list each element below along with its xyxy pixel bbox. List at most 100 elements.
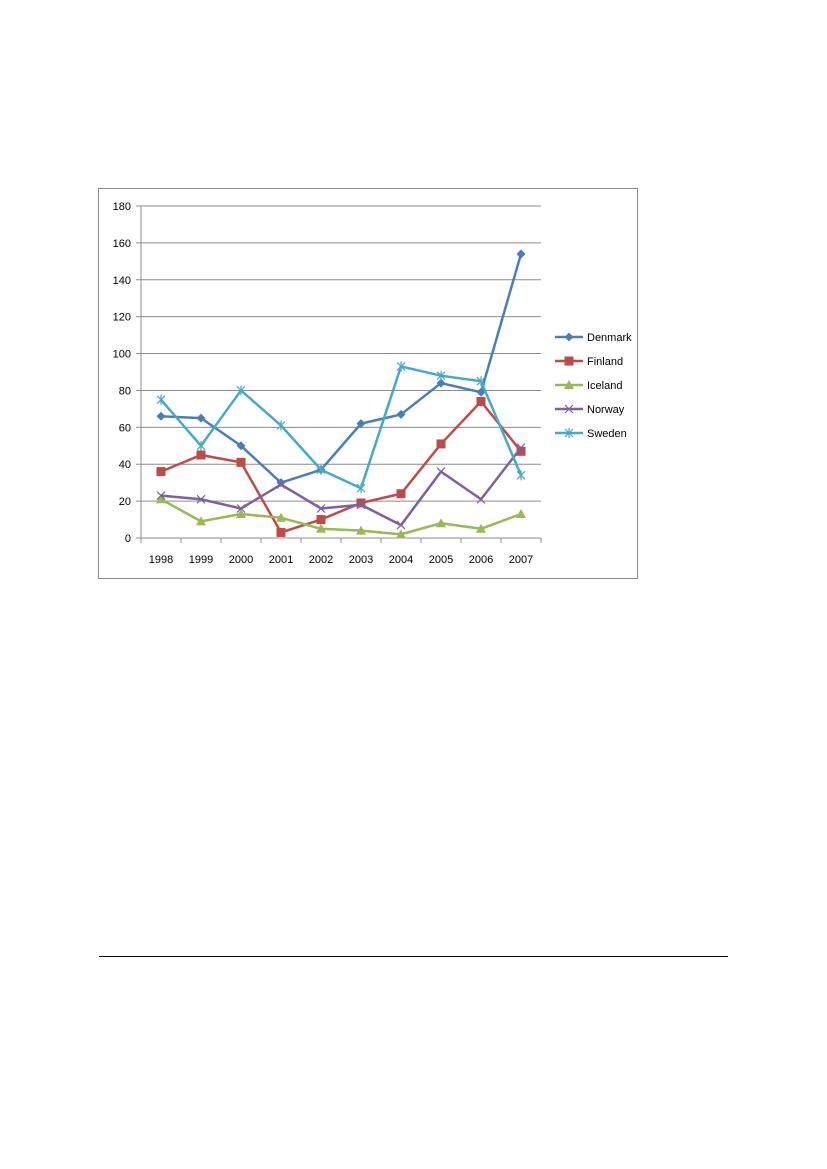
data-point-iceland — [236, 509, 246, 519]
gridlines — [141, 205, 541, 502]
y-tick-label: 180 — [113, 201, 131, 213]
legend-item-iceland: Iceland — [555, 380, 622, 392]
legend-label-iceland: Iceland — [587, 380, 622, 392]
y-tick-label: 120 — [113, 312, 131, 324]
data-point-iceland — [516, 509, 526, 519]
series-line-norway — [160, 446, 522, 527]
data-point-norway — [396, 520, 406, 530]
data-point-norway — [276, 480, 286, 489]
data-point-sweden — [276, 420, 286, 431]
legend-label-denmark: Denmark — [587, 332, 632, 344]
data-point-denmark — [356, 419, 366, 429]
x-tick-label: 1999 — [189, 554, 213, 566]
data-point-sweden — [396, 361, 406, 372]
data-point-sweden — [516, 470, 526, 481]
x-tick-label: 2003 — [349, 554, 373, 566]
x-tick-label: 2007 — [509, 554, 533, 566]
x-tick-labels: 1998 1999 2000 2001 2002 2003 2004 2005 2006 2007 — [149, 554, 533, 566]
legend-item-sweden: Sweden — [555, 428, 627, 440]
data-point-denmark — [196, 413, 206, 423]
series-line-finland — [160, 400, 522, 534]
axes — [136, 205, 542, 543]
y-tick-label: 40 — [119, 459, 131, 471]
data-point-finland — [516, 446, 526, 456]
y-tick-label: 80 — [119, 385, 131, 397]
data-point-sweden — [436, 370, 446, 381]
data-point-iceland — [196, 516, 206, 526]
series-line-denmark — [160, 253, 523, 484]
data-point-finland — [436, 439, 446, 449]
y-tick-label: 0 — [125, 533, 131, 545]
line-chart: 0 20 40 60 80 100 120 140 160 180 1998 1999 2000 200… — [113, 201, 632, 566]
x-tick-label: 2006 — [469, 554, 493, 566]
y-tick-label: 100 — [113, 349, 131, 361]
legend: Denmark Finland Iceland Norway Sweden — [555, 332, 632, 440]
y-tick-labels: 0 20 40 60 80 100 120 140 160 180 — [113, 201, 131, 545]
data-point-norway — [316, 504, 326, 513]
x-tick-label: 1998 — [149, 554, 173, 566]
data-point-sweden — [356, 483, 366, 494]
series-line-sweden — [160, 365, 523, 490]
legend-item-denmark: Denmark — [555, 332, 632, 344]
legend-label-finland: Finland — [587, 356, 623, 368]
legend-item-norway: Norway — [555, 404, 625, 416]
data-point-sweden — [196, 440, 206, 451]
data-point-norway — [476, 494, 486, 504]
x-tick-label: 2000 — [229, 554, 253, 566]
data-point-norway — [236, 504, 246, 513]
data-point-sweden — [156, 394, 166, 405]
series-norway — [156, 443, 526, 530]
y-tick-label: 20 — [119, 496, 131, 508]
legend-marker-iceland — [564, 380, 574, 389]
data-point-finland — [196, 450, 206, 460]
chart-frame: 0 20 40 60 80 100 120 140 160 180 1998 1999 2000 200… — [98, 188, 638, 579]
data-point-finland — [156, 467, 166, 477]
data-point-norway — [196, 494, 206, 504]
data-point-norway — [356, 500, 366, 510]
data-point-iceland — [156, 494, 166, 504]
y-tick-label: 60 — [119, 422, 131, 434]
series-iceland — [156, 494, 526, 539]
data-point-sweden — [236, 385, 246, 396]
data-point-iceland — [276, 512, 286, 522]
data-point-denmark — [476, 387, 486, 397]
data-point-sweden — [476, 376, 486, 387]
data-point-norway — [516, 443, 526, 453]
data-point-denmark — [236, 441, 246, 451]
x-tick-label: 2005 — [429, 554, 453, 566]
x-tick-label: 2001 — [269, 554, 293, 566]
series-denmark — [156, 249, 526, 488]
data-point-iceland — [356, 525, 366, 535]
data-point-finland — [236, 457, 246, 467]
data-point-iceland — [316, 523, 326, 533]
series-sweden — [156, 361, 526, 494]
data-point-iceland — [396, 529, 406, 539]
footer-rule — [99, 956, 728, 957]
data-point-finland — [276, 527, 286, 537]
data-point-finland — [316, 515, 326, 525]
y-tick-label: 140 — [113, 275, 131, 287]
series-lines — [156, 249, 526, 539]
legend-marker-sweden — [564, 428, 574, 438]
legend-marker-finland — [564, 356, 574, 366]
data-point-finland — [356, 498, 366, 508]
x-tick-label: 2004 — [389, 554, 413, 566]
legend-label-norway: Norway — [587, 404, 625, 416]
data-point-iceland — [476, 523, 486, 533]
data-point-denmark — [436, 378, 446, 388]
data-point-norway — [436, 467, 446, 477]
data-point-sweden — [316, 464, 326, 475]
data-point-denmark — [516, 249, 526, 259]
series-finland — [156, 397, 526, 537]
legend-marker-denmark — [564, 332, 574, 342]
data-point-denmark — [156, 411, 166, 421]
data-point-iceland — [436, 518, 446, 528]
legend-marker-norway — [564, 404, 574, 414]
legend-label-sweden: Sweden — [587, 428, 627, 440]
data-point-norway — [156, 491, 166, 501]
data-point-denmark — [396, 409, 406, 419]
series-line-iceland — [160, 498, 522, 536]
data-point-finland — [396, 489, 406, 499]
data-point-finland — [476, 397, 486, 407]
legend-item-finland: Finland — [555, 356, 623, 368]
